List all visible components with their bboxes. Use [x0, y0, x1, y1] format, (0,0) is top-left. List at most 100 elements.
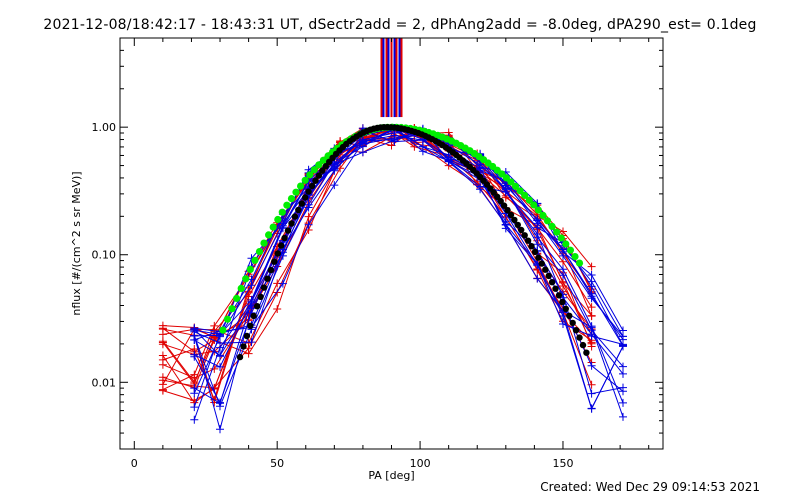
black-model-dot: [278, 242, 285, 249]
created-timestamp: Created: Wed Dec 29 09:14:53 2021: [540, 480, 760, 494]
green-model-dot: [571, 253, 579, 261]
pa90-marker-band: [393, 38, 396, 118]
black-model-dot: [260, 284, 268, 291]
black-model-dot: [254, 303, 261, 310]
blue-data-point: [587, 361, 596, 370]
blue-data-point: [190, 350, 199, 359]
black-model-dot: [524, 237, 532, 244]
pa90-marker-band: [395, 38, 398, 118]
y-axis-label: nflux [#/(cm^2 s sr MeV)]: [70, 171, 83, 315]
black-model-dot: [552, 285, 559, 292]
blue-data-point: [190, 403, 199, 412]
red-data-point: [158, 330, 167, 339]
pa90-marker-band: [390, 38, 393, 118]
red-data-point: [273, 288, 282, 297]
blue-data-point: [587, 271, 596, 279]
blue-data-point: [330, 181, 339, 190]
black-model-dot: [559, 298, 566, 306]
blue-data-point: [247, 298, 256, 307]
blue-series-line: [194, 132, 624, 368]
green-model-dot: [233, 294, 241, 302]
blue-data-point: [190, 415, 199, 424]
x-axis-label: PA [deg]: [368, 469, 414, 482]
blue-data-point: [216, 425, 224, 434]
red-data-point: [559, 227, 567, 236]
black-model-dot: [267, 266, 275, 274]
black-model-dot: [555, 292, 563, 299]
black-model-dot: [528, 243, 535, 250]
blue-data-point: [587, 389, 596, 398]
blue-data-point: [216, 351, 224, 360]
blue-data-point: [533, 240, 542, 249]
black-model-dot: [566, 312, 573, 319]
plot-area: [158, 123, 627, 434]
red-data-point: [158, 351, 167, 360]
chart-title: 2021-12-08/18:42:17 - 18:43:31 UT, dSect…: [43, 17, 757, 33]
x-tick-label: 100: [410, 457, 431, 470]
blue-data-point: [476, 185, 485, 194]
green-model-dot: [319, 156, 328, 164]
y-tick-label: 0.01: [92, 376, 117, 389]
pa90-marker-band: [398, 38, 401, 118]
black-model-dot: [514, 221, 521, 229]
green-model-dot: [539, 211, 547, 219]
red-data-point: [273, 305, 282, 313]
green-model-dot: [548, 222, 556, 230]
blue-data-point: [304, 203, 313, 212]
x-tick-label: 0: [131, 457, 138, 470]
pa90-marker-band: [380, 38, 383, 118]
black-model-dot: [257, 293, 264, 300]
green-model-dot: [516, 187, 524, 195]
blue-data-point: [619, 398, 627, 407]
green-model-dot: [301, 176, 309, 184]
blue-data-point: [278, 279, 287, 288]
black-model-dot: [531, 248, 539, 256]
green-model-dot: [315, 161, 323, 169]
red-data-point: [210, 325, 219, 334]
green-model-dot: [562, 240, 570, 248]
black-model-dot: [535, 254, 542, 261]
green-model-dot: [566, 246, 575, 254]
blue-data-point: [358, 136, 367, 145]
blue-data-point: [304, 220, 313, 229]
green-model-dot: [530, 201, 538, 209]
blue-data-point: [216, 339, 224, 348]
black-model-dot: [305, 188, 312, 195]
green-model-dot: [237, 284, 245, 292]
black-model-dot: [542, 266, 549, 273]
green-model-dot: [260, 239, 268, 247]
blue-data-point: [501, 185, 510, 194]
green-model-dot: [297, 182, 305, 190]
green-model-dot: [553, 228, 561, 236]
green-model-dot: [502, 174, 510, 182]
blue-data-point: [619, 412, 627, 421]
green-model-dot: [306, 171, 314, 179]
green-model-dot: [283, 201, 291, 209]
green-model-dot: [219, 326, 227, 334]
red-data-point: [190, 370, 199, 379]
blue-data-point: [216, 399, 224, 408]
black-model-dot: [243, 332, 251, 340]
black-model-dot: [538, 260, 545, 267]
green-model-dot: [521, 191, 529, 199]
black-model-dot: [247, 322, 254, 329]
green-model-dot: [242, 275, 250, 283]
black-model-dot: [518, 226, 525, 234]
blue-data-point: [330, 166, 339, 175]
blue-data-point: [247, 338, 256, 347]
black-model-dot: [497, 197, 504, 205]
black-model-dot: [250, 312, 257, 320]
green-model-dot: [507, 178, 515, 186]
black-model-dot: [583, 349, 590, 356]
blue-series-line: [194, 134, 624, 411]
green-model-dot: [246, 265, 254, 273]
black-model-dot: [319, 167, 326, 174]
green-model-dot: [269, 223, 277, 231]
blue-series-line: [193, 130, 624, 394]
pa90-marker-band: [385, 38, 388, 118]
green-model-dot: [557, 234, 565, 242]
black-model-dot: [291, 213, 299, 220]
black-model-dot: [312, 177, 319, 184]
